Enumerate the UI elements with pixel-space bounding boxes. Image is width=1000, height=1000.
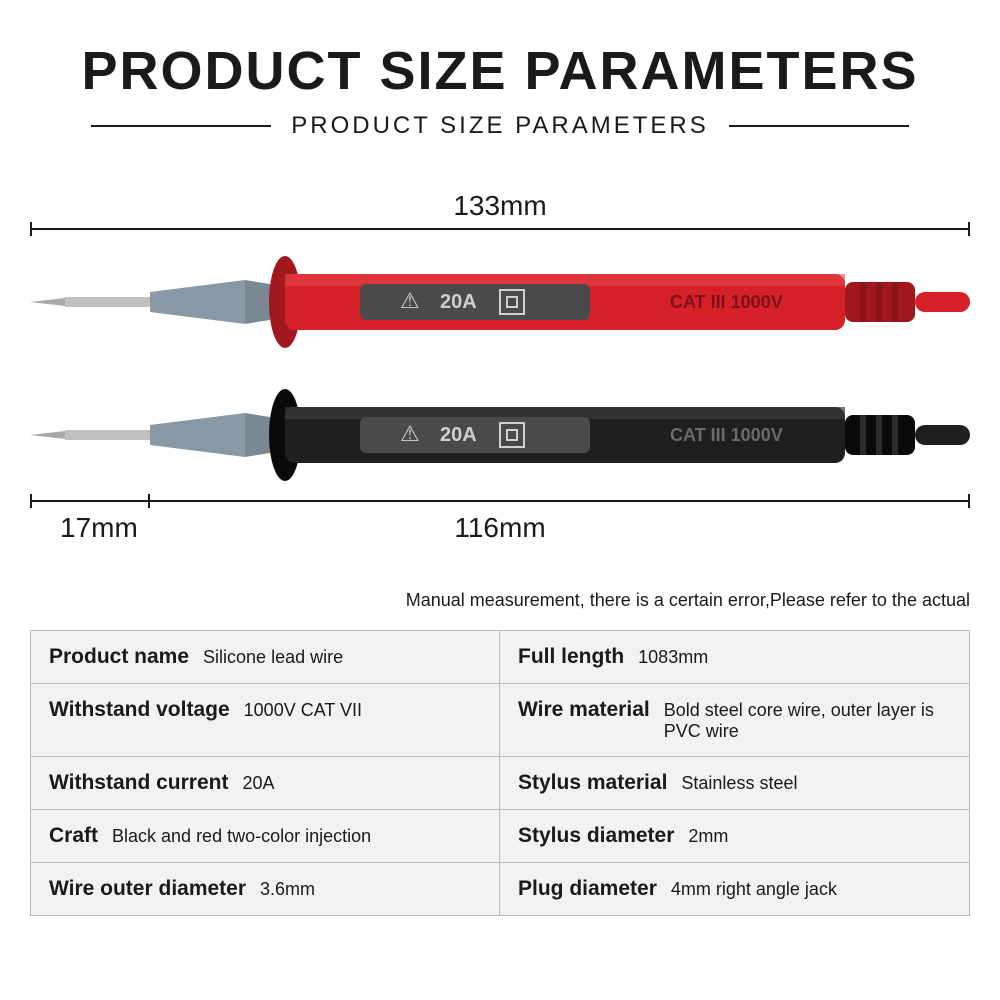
page-title: PRODUCT SIZE PARAMETERS (30, 40, 970, 102)
spec-value: 1000V CAT VII (244, 700, 362, 721)
table-row: Stylus diameter 2mm (500, 810, 969, 863)
spec-key: Plug diameter (518, 877, 657, 901)
spec-value: Black and red two-color injection (112, 826, 371, 847)
spec-value: Stainless steel (681, 773, 797, 794)
spec-value: 2mm (688, 826, 728, 847)
dimension-tick (148, 494, 150, 508)
table-row: Craft Black and red two-color injection (31, 810, 500, 863)
table-row: Full length 1083mm (500, 631, 969, 684)
probe-red-svg: ⚠ 20A CAT III 1000V (30, 252, 970, 352)
dimension-body-label: 116mm (454, 512, 545, 544)
spec-key: Product name (49, 645, 189, 669)
table-row: Product name Silicone lead wire (31, 631, 500, 684)
spec-value: Bold steel core wire, outer layer is PVC… (664, 700, 951, 742)
divider-left (91, 125, 271, 127)
probe-label-warn-icon: ⚠ (400, 288, 420, 313)
dimension-bottom: 17mm 116mm (30, 500, 970, 570)
spec-key: Wire outer diameter (49, 877, 246, 901)
probe-black-svg: ⚠ 20A CAT III 1000V (30, 385, 970, 485)
svg-text:CAT III 1000V: CAT III 1000V (670, 425, 783, 445)
spec-table: Product name Silicone lead wire Full leng… (30, 630, 970, 916)
spec-key: Stylus material (518, 771, 667, 795)
spec-value: 3.6mm (260, 879, 315, 900)
spec-key: Withstand voltage (49, 698, 230, 722)
dimension-total-line (30, 228, 970, 230)
spec-value: 1083mm (638, 647, 708, 668)
spec-key: Craft (49, 824, 98, 848)
spec-value: 4mm right angle jack (671, 879, 837, 900)
table-row: Withstand current 20A (31, 757, 500, 810)
spec-key: Withstand current (49, 771, 228, 795)
table-row: Plug diameter 4mm right angle jack (500, 863, 969, 915)
svg-text:20A: 20A (440, 291, 477, 313)
probe-red: ⚠ 20A CAT III 1000V (30, 252, 970, 352)
spec-value: Silicone lead wire (203, 647, 343, 668)
dimension-line (30, 500, 970, 502)
table-row: Withstand voltage 1000V CAT VII (31, 684, 500, 757)
size-diagram: 133mm ⚠ 20A (30, 190, 970, 610)
dimension-tick (30, 222, 32, 236)
svg-text:⚠: ⚠ (400, 421, 420, 446)
probe-black: ⚠ 20A CAT III 1000V (30, 385, 970, 485)
measurement-note: Manual measurement, there is a certain e… (406, 590, 970, 611)
dimension-tick (968, 222, 970, 236)
divider-right (729, 125, 909, 127)
dimension-tick (968, 494, 970, 508)
spec-key: Wire material (518, 698, 650, 722)
svg-text:20A: 20A (440, 424, 477, 446)
dimension-tip-label: 17mm (60, 512, 138, 544)
table-row: Wire material Bold steel core wire, outer… (500, 684, 969, 757)
svg-text:CAT III 1000V: CAT III 1000V (670, 292, 783, 312)
spec-key: Stylus diameter (518, 824, 674, 848)
table-row: Stylus material Stainless steel (500, 757, 969, 810)
spec-value: 20A (242, 773, 274, 794)
subtitle-row: PRODUCT SIZE PARAMETERS (30, 112, 970, 140)
table-row: Wire outer diameter 3.6mm (31, 863, 500, 915)
dimension-tick (30, 494, 32, 508)
dimension-total-label: 133mm (453, 190, 546, 222)
page-subtitle: PRODUCT SIZE PARAMETERS (291, 112, 709, 140)
spec-key: Full length (518, 645, 624, 669)
